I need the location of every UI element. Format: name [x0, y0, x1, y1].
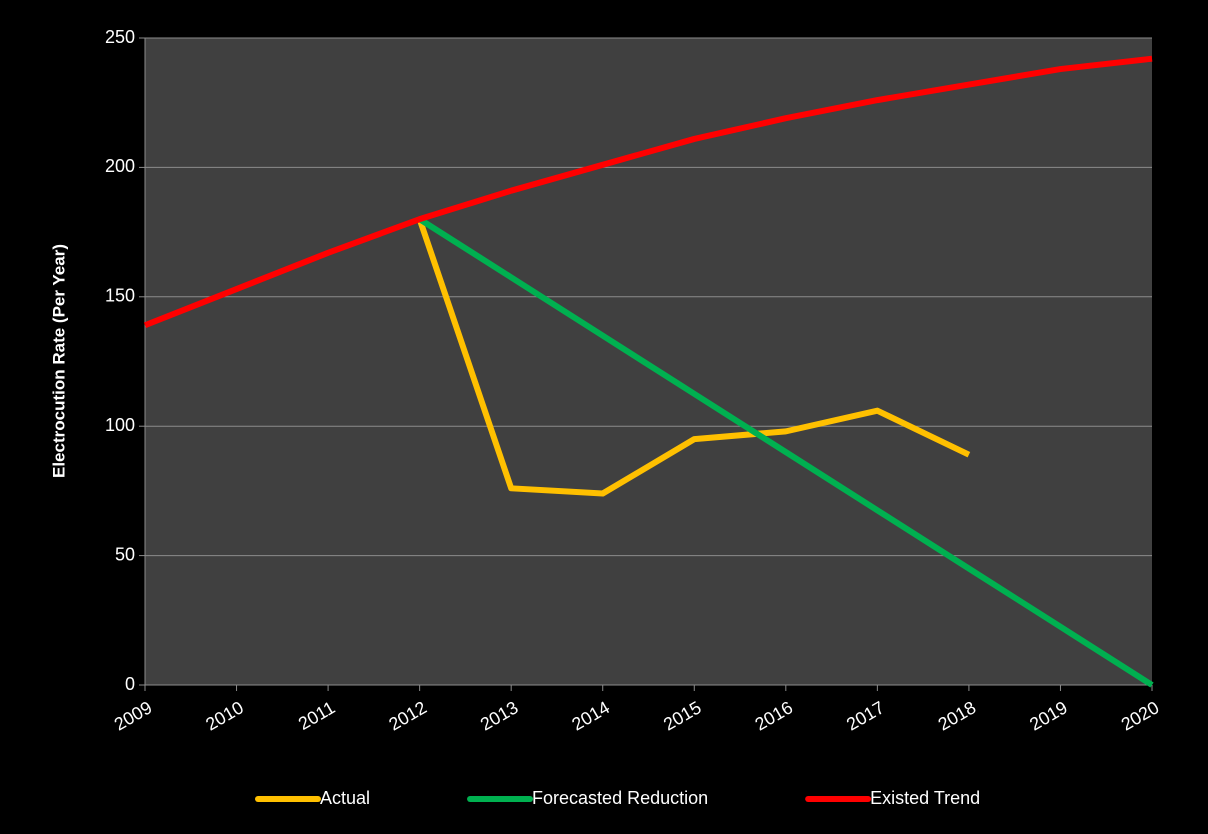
y-tick-label: 200 — [105, 156, 135, 176]
legend-label: Forecasted Reduction — [532, 788, 708, 808]
legend-label: Actual — [320, 788, 370, 808]
y-tick-label: 250 — [105, 27, 135, 47]
y-tick-label: 50 — [115, 544, 135, 564]
series-line — [418, 216, 1154, 688]
y-tick-label: 150 — [105, 286, 135, 306]
series-line — [416, 218, 971, 497]
y-tick-label: 100 — [105, 415, 135, 435]
y-axis-title: Electrocution Rate (Per Year) — [49, 244, 68, 478]
series-line — [143, 55, 1153, 329]
y-tick-label: 0 — [125, 674, 135, 694]
legend-label: Existed Trend — [870, 788, 980, 808]
